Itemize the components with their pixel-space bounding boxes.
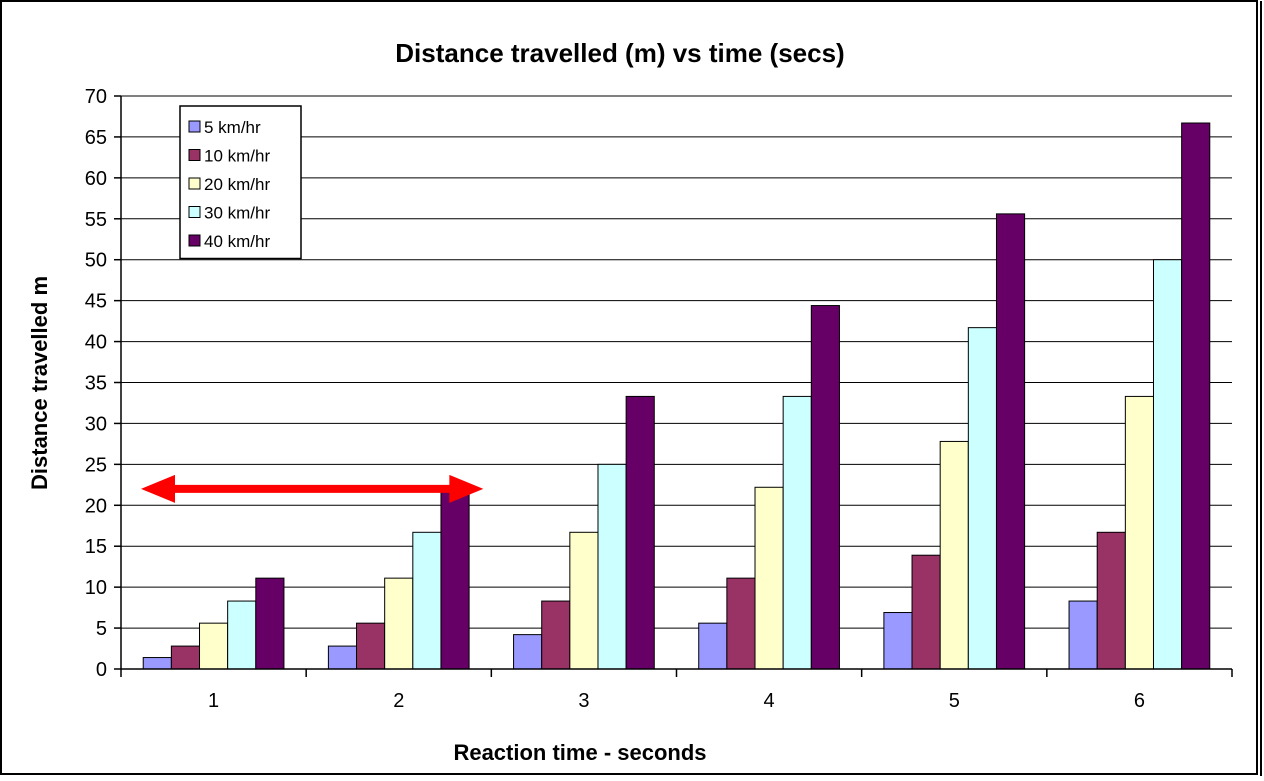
bar — [200, 623, 228, 669]
bar — [357, 623, 385, 669]
bar — [413, 532, 441, 669]
y-tick-label: 70 — [85, 86, 107, 108]
bar — [1153, 260, 1181, 669]
legend-swatch — [189, 121, 200, 132]
bar — [968, 328, 996, 669]
y-tick-label: 0 — [96, 659, 107, 681]
x-axis-label: Reaction time - seconds — [453, 740, 706, 765]
chart-title: Distance travelled (m) vs time (secs) — [395, 38, 844, 68]
y-tick-label: 25 — [85, 454, 107, 476]
x-tick-label: 4 — [764, 690, 775, 712]
bar — [783, 396, 811, 669]
bar — [385, 578, 413, 669]
legend-label: 5 km/hr — [204, 118, 261, 137]
y-tick-label: 55 — [85, 209, 107, 231]
bar — [441, 487, 469, 669]
y-axis-label: Distance travelled m — [27, 276, 52, 490]
y-tick-label: 60 — [85, 168, 107, 190]
bar — [570, 532, 598, 669]
legend-swatch — [189, 150, 200, 161]
legend-swatch — [189, 207, 200, 218]
bar — [542, 601, 570, 669]
x-tick-label: 5 — [949, 690, 960, 712]
legend-label: 30 km/hr — [204, 204, 270, 223]
bar — [514, 635, 542, 669]
bar — [1182, 123, 1210, 669]
y-tick-label: 45 — [85, 291, 107, 313]
bar — [143, 658, 171, 669]
bar — [598, 464, 626, 669]
legend: 5 km/hr 10 km/hr 20 km/hr 30 km/hr 40 km/hr — [180, 106, 301, 259]
legend-swatch — [189, 178, 200, 189]
y-tick-label: 50 — [85, 250, 107, 272]
bar — [228, 601, 256, 669]
bar — [1125, 396, 1153, 669]
y-tick-label: 65 — [85, 127, 107, 149]
y-tick-label: 10 — [85, 577, 107, 599]
bar — [912, 555, 940, 669]
legend-label: 40 km/hr — [204, 232, 270, 251]
bar — [1097, 532, 1125, 669]
x-tick-label: 3 — [578, 690, 589, 712]
bar — [171, 646, 199, 669]
legend-label: 10 km/hr — [204, 147, 270, 166]
bar — [811, 306, 839, 669]
bar — [1069, 601, 1097, 669]
y-tick-label: 30 — [85, 413, 107, 435]
bar — [996, 214, 1024, 669]
legend-swatch — [189, 235, 200, 246]
y-tick-label: 15 — [85, 536, 107, 558]
y-tick-label: 40 — [85, 332, 107, 354]
y-tick-label: 20 — [85, 495, 107, 517]
x-tick-label: 6 — [1134, 690, 1145, 712]
bar — [699, 623, 727, 669]
bar — [626, 396, 654, 669]
legend-label: 20 km/hr — [204, 175, 270, 194]
bar — [256, 578, 284, 669]
x-tick-label: 2 — [393, 690, 404, 712]
bar — [884, 613, 912, 669]
y-tick-label: 5 — [96, 618, 107, 640]
y-tick-label: 35 — [85, 373, 107, 395]
bar — [328, 646, 356, 669]
bar — [755, 487, 783, 669]
bar — [727, 578, 755, 669]
x-tick-label: 1 — [208, 690, 219, 712]
bar — [940, 441, 968, 669]
